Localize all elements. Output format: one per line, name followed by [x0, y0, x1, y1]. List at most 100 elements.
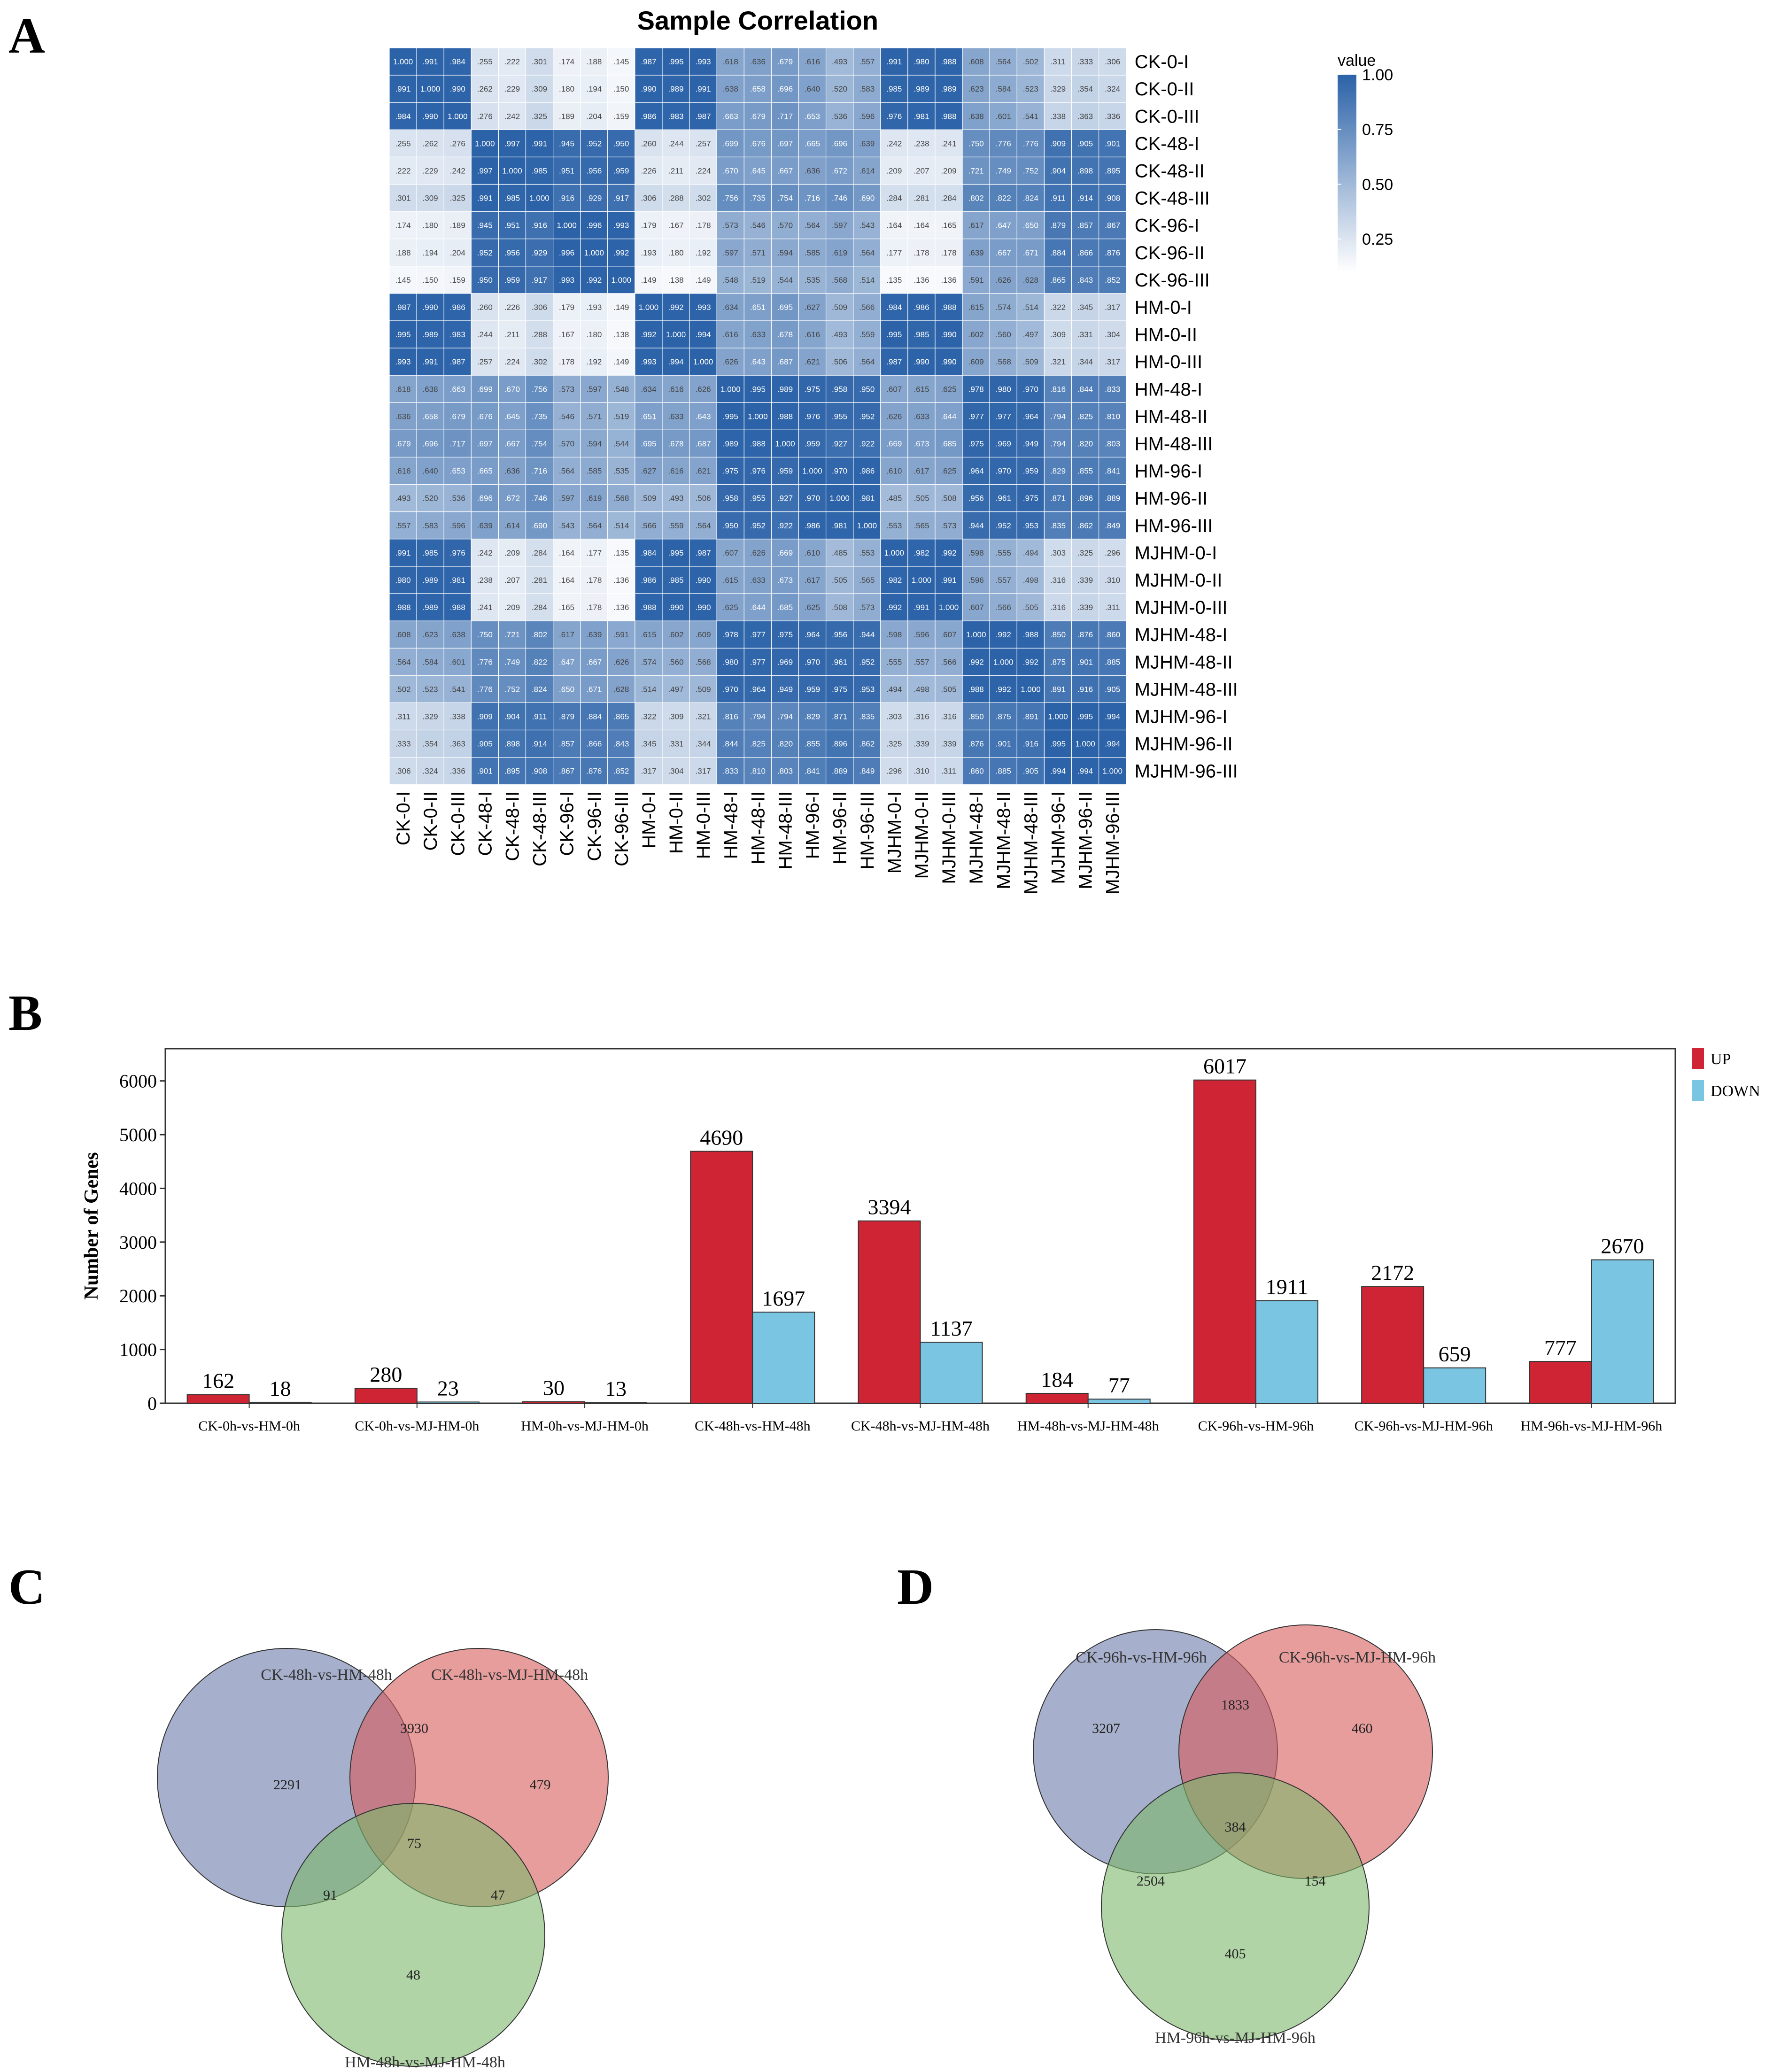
heatmap-cell-label: .571 — [586, 412, 602, 421]
heatmap-cell-label: .324 — [1105, 85, 1120, 93]
heatmap-cell-label: .262 — [477, 85, 493, 93]
heatmap-cell-label: .852 — [1105, 276, 1120, 285]
heatmap-col-label: HM-0-I — [639, 791, 659, 849]
venn-circle — [1101, 1772, 1370, 2041]
heatmap-cell-label: .950 — [477, 276, 493, 285]
heatmap-cell-label: .639 — [586, 630, 602, 639]
heatmap-cell — [525, 402, 554, 430]
heatmap-cell — [1016, 129, 1045, 157]
heatmap-cell-label: .956 — [504, 248, 520, 257]
heatmap-cell-label: .984 — [395, 112, 410, 121]
heatmap-cell-label: .988 — [1023, 630, 1038, 639]
heatmap-cell-label: .302 — [532, 357, 547, 366]
heatmap-cell — [1044, 729, 1072, 758]
venn-region-count: 460 — [1352, 1721, 1373, 1736]
heatmap-cell — [443, 129, 472, 157]
heatmap-cell-label: .615 — [723, 576, 738, 585]
heatmap-cell-label: .609 — [968, 357, 984, 366]
heatmap-cell-label: .598 — [968, 549, 984, 557]
heatmap-cell-label: .626 — [696, 385, 711, 394]
heatmap-cell-label: .721 — [968, 166, 984, 175]
heatmap-cell — [1099, 239, 1127, 267]
heatmap-cell-label: .989 — [941, 85, 956, 93]
heatmap-cell-label: .929 — [532, 248, 547, 257]
heatmap-cell — [635, 539, 663, 567]
heatmap-cell-label: .916 — [1023, 740, 1038, 749]
heatmap-cell-label: .952 — [477, 248, 493, 257]
legend-label: UP — [1711, 1051, 1731, 1068]
heatmap-cell-label: .917 — [613, 194, 629, 203]
heatmap-cell — [989, 348, 1017, 376]
heatmap-cell-label: .339 — [914, 740, 929, 749]
heatmap-cell — [989, 293, 1017, 321]
heatmap-cell — [471, 539, 499, 567]
heatmap-cell — [989, 102, 1017, 130]
heatmap-cell-label: .991 — [477, 194, 493, 203]
heatmap-cell-label: .961 — [996, 494, 1011, 503]
heatmap-cell-label: .209 — [504, 603, 520, 612]
heatmap-cell — [1071, 293, 1099, 321]
heatmap-row-label: HM-48-II — [1135, 406, 1208, 427]
heatmap-cell-label: .991 — [423, 357, 438, 366]
heatmap-cell — [1099, 702, 1127, 731]
heatmap-cell-label: .514 — [859, 276, 875, 285]
heatmap-cell-label: .520 — [832, 85, 847, 93]
heatmap-cell — [1071, 729, 1099, 758]
heatmap-cell — [907, 47, 936, 76]
heatmap-cell — [989, 266, 1017, 294]
heatmap-cell-label: .991 — [941, 576, 956, 585]
venn-region-count: 3207 — [1092, 1721, 1120, 1736]
heatmap-cell — [743, 429, 772, 458]
heatmap-cell-label: .316 — [1050, 603, 1066, 612]
heatmap-cell — [825, 402, 854, 430]
heatmap-cell — [1016, 456, 1045, 485]
heatmap-cell — [416, 539, 444, 567]
heatmap-cell-label: .959 — [1023, 467, 1038, 476]
heatmap-cell-label: .306 — [641, 194, 656, 203]
heatmap-cell — [471, 757, 499, 785]
heatmap-cell-label: .905 — [1105, 685, 1120, 694]
heatmap-cell-label: .794 — [777, 712, 793, 721]
heatmap-cell-label: .994 — [1105, 712, 1120, 721]
bar-value-label: 18 — [270, 1376, 291, 1400]
heatmap-cell-label: .568 — [996, 357, 1011, 366]
heatmap-cell — [989, 729, 1017, 758]
heatmap-cell — [471, 729, 499, 758]
heatmap-cell-label: .866 — [586, 740, 602, 749]
heatmap-cell-label: .557 — [996, 576, 1011, 585]
heatmap-cell-label: .548 — [723, 276, 738, 285]
heatmap-cell-label: .617 — [968, 221, 984, 230]
bar-value-label: 23 — [437, 1376, 459, 1400]
heatmap-cell-label: .541 — [450, 685, 465, 694]
heatmap-cell — [416, 511, 444, 540]
heatmap-cell — [989, 75, 1017, 103]
heatmap-cell-label: .645 — [750, 166, 766, 175]
heatmap-cell-label: .672 — [504, 494, 520, 503]
venn-set-label: CK-48h-vs-HM-48h — [261, 1666, 392, 1684]
venn-region-count: 2504 — [1137, 1873, 1165, 1889]
heatmap-cell-label: .316 — [1050, 576, 1066, 585]
heatmap-cell-label: .908 — [1105, 194, 1120, 203]
heatmap-cell-label: .192 — [696, 248, 711, 257]
heatmap-cell-label: .905 — [1023, 767, 1038, 776]
heatmap-cell-label: .970 — [805, 657, 820, 666]
heatmap-row-label: HM-0-II — [1135, 325, 1197, 345]
heatmap-cell-label: .969 — [996, 439, 1011, 448]
heatmap-cell-label: .331 — [668, 740, 683, 749]
heatmap-cell-label: .776 — [996, 139, 1011, 148]
heatmap-cell — [1044, 429, 1072, 458]
heatmap-cell-label: .608 — [968, 57, 984, 66]
heatmap-cell-label: .990 — [914, 357, 929, 366]
heatmap-cell-label: .949 — [1023, 439, 1038, 448]
heatmap-cell-label: .802 — [532, 630, 547, 639]
heatmap-cell-label: .927 — [832, 439, 847, 448]
heatmap-cell-label: .193 — [641, 248, 656, 257]
heatmap-cell — [743, 184, 772, 212]
heatmap-cell — [935, 456, 963, 485]
heatmap-cell — [1016, 102, 1045, 130]
heatmap-cell-label: .557 — [859, 57, 875, 66]
heatmap-cell — [962, 566, 990, 594]
heatmap-cell-label: .209 — [504, 549, 520, 557]
heatmap-row-label: HM-0-III — [1135, 352, 1202, 372]
heatmap-cell — [716, 184, 744, 212]
